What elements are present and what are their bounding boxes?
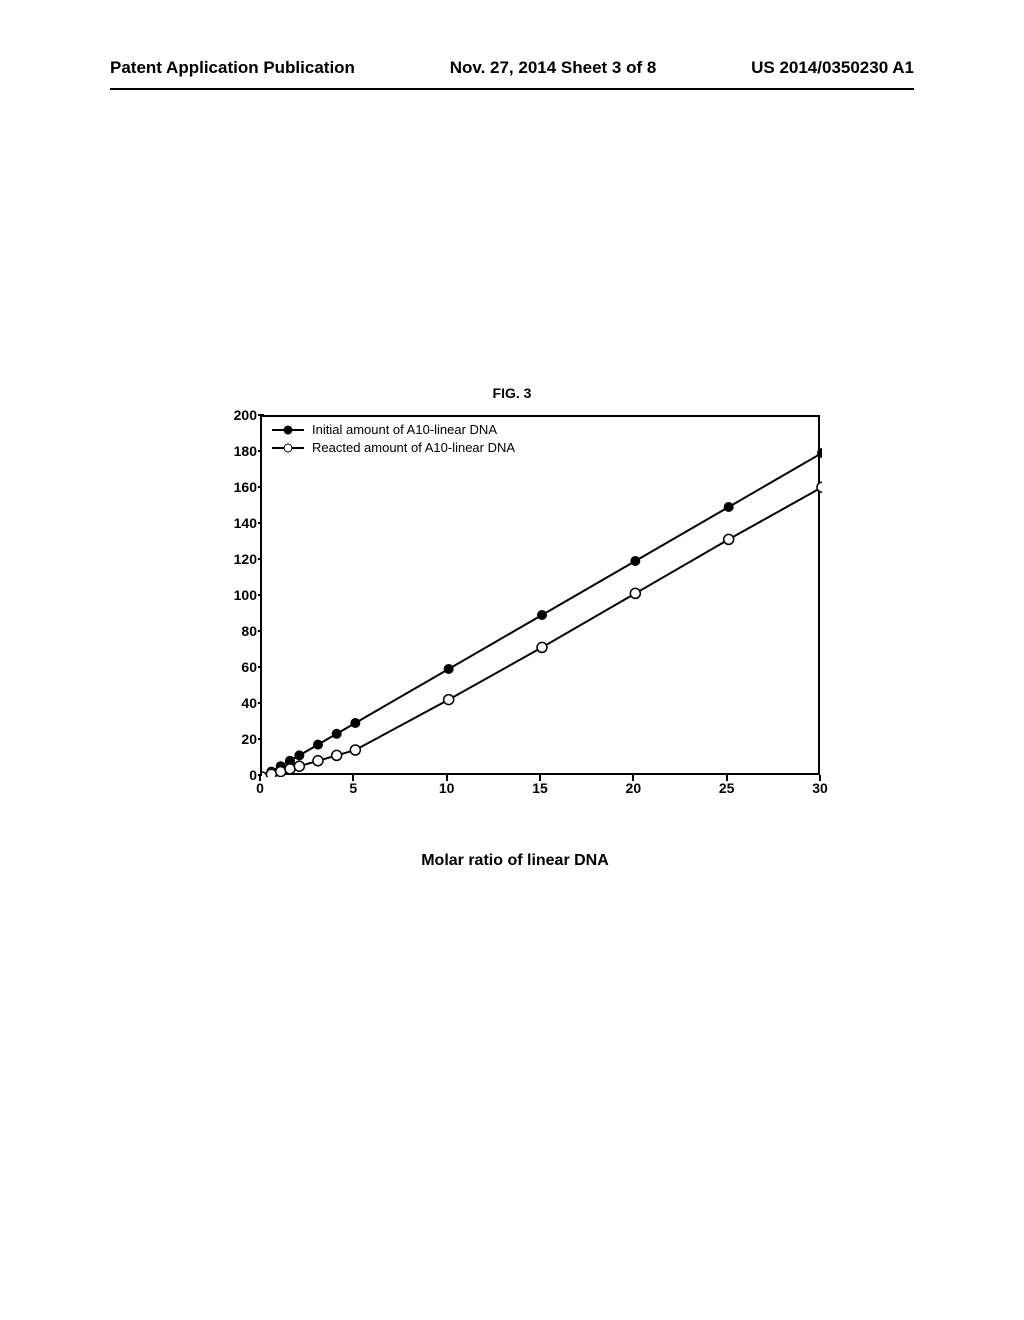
header-left: Patent Application Publication xyxy=(110,58,355,78)
legend-label-1: Reacted amount of A10-linear DNA xyxy=(312,440,515,455)
y-tick-label: 0 xyxy=(217,767,257,783)
legend-item-reacted: Reacted amount of A10-linear DNA xyxy=(272,440,515,455)
open-circle-marker xyxy=(350,745,360,755)
filled-circle-marker xyxy=(444,664,454,674)
x-tick-label: 10 xyxy=(439,780,455,796)
y-tick-label: 160 xyxy=(217,479,257,495)
plot-area: Initial amount of A10-linear DNA Reacted… xyxy=(260,415,820,775)
open-circle-marker xyxy=(313,756,323,766)
y-tick-label: 40 xyxy=(217,695,257,711)
figure-title: FIG. 3 xyxy=(0,385,1024,401)
y-tick-label: 200 xyxy=(217,407,257,423)
filled-circle-marker xyxy=(630,556,640,566)
open-circle-marker xyxy=(537,642,547,652)
filled-circle-marker xyxy=(537,610,547,620)
y-tick-label: 120 xyxy=(217,551,257,567)
x-tick-mark xyxy=(259,775,261,781)
series-line-1 xyxy=(262,487,822,777)
open-circle-marker xyxy=(276,767,286,777)
header-right: US 2014/0350230 A1 xyxy=(751,58,914,78)
header-divider xyxy=(110,88,914,90)
x-tick-label: 0 xyxy=(256,780,264,796)
x-tick-label: 25 xyxy=(719,780,735,796)
filled-circle-marker xyxy=(294,750,304,760)
open-circle-icon xyxy=(284,443,293,452)
open-circle-marker xyxy=(817,482,822,492)
header-center: Nov. 27, 2014 Sheet 3 of 8 xyxy=(450,58,657,78)
open-circle-marker xyxy=(266,769,276,777)
y-tick-label: 20 xyxy=(217,731,257,747)
filled-circle-icon xyxy=(284,425,293,434)
x-tick-label: 5 xyxy=(349,780,357,796)
filled-circle-marker xyxy=(350,718,360,728)
legend-line-icon xyxy=(272,447,304,449)
open-circle-marker xyxy=(724,534,734,544)
filled-circle-marker xyxy=(313,740,323,750)
open-circle-marker xyxy=(630,588,640,598)
legend-line-icon xyxy=(272,429,304,431)
y-tick-label: 80 xyxy=(217,623,257,639)
chart-container: Amount of A10-linear DNA (µg) Molar rati… xyxy=(195,405,835,825)
x-tick-label: 20 xyxy=(626,780,642,796)
y-tick-label: 140 xyxy=(217,515,257,531)
open-circle-marker xyxy=(285,764,295,774)
open-circle-marker xyxy=(294,761,304,771)
patent-header: Patent Application Publication Nov. 27, … xyxy=(0,58,1024,78)
plot-svg xyxy=(262,417,822,777)
x-tick-label: 15 xyxy=(532,780,548,796)
filled-circle-marker xyxy=(332,729,342,739)
x-axis-label: Molar ratio of linear DNA xyxy=(421,852,609,870)
open-circle-marker xyxy=(332,750,342,760)
filled-circle-marker xyxy=(724,502,734,512)
y-tick-label: 100 xyxy=(217,587,257,603)
legend-item-initial: Initial amount of A10-linear DNA xyxy=(272,422,515,437)
x-tick-label: 30 xyxy=(812,780,828,796)
y-tick-label: 180 xyxy=(217,443,257,459)
y-tick-label: 60 xyxy=(217,659,257,675)
open-circle-marker xyxy=(444,695,454,705)
legend-label-0: Initial amount of A10-linear DNA xyxy=(312,422,497,437)
legend: Initial amount of A10-linear DNA Reacted… xyxy=(272,422,515,458)
